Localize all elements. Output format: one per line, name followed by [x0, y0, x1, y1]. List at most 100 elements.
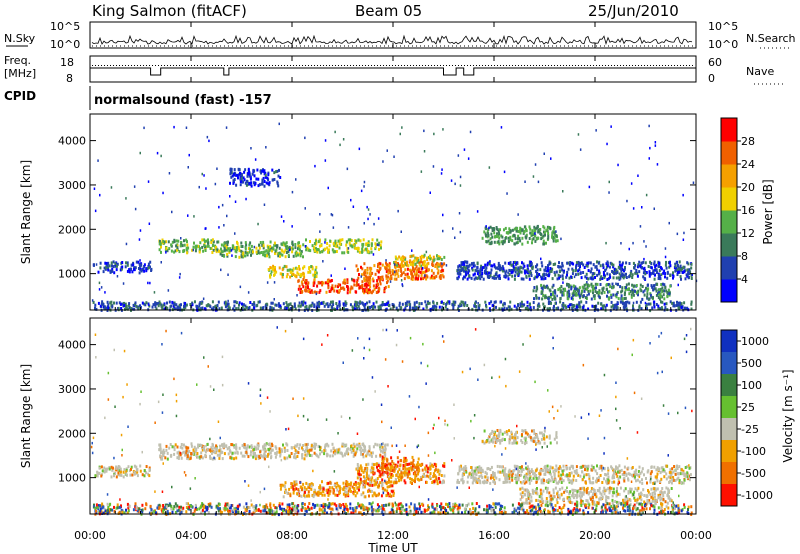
heatmap-cell [165, 246, 168, 250]
heatmap-cell [657, 292, 659, 296]
heatmap-cell [518, 267, 521, 271]
nave-dot [194, 65, 195, 66]
heatmap-cell [507, 240, 510, 243]
heatmap-cell [324, 238, 327, 242]
heatmap-cell [681, 267, 683, 270]
heatmap-cell [133, 268, 135, 272]
heatmap-cell [403, 465, 406, 469]
heatmap-cell [262, 176, 265, 180]
heatmap-cell [270, 449, 273, 452]
nsearch-dot [404, 45, 405, 47]
heatmap-cell [625, 276, 628, 279]
heatmap-cell [216, 453, 219, 457]
heatmap-cell [436, 482, 439, 486]
heatmap-cell [473, 304, 476, 308]
nsearch-dot [576, 45, 577, 47]
heatmap-cell [347, 492, 349, 496]
heatmap-cell [363, 289, 366, 293]
heatmap-cell [572, 284, 575, 288]
heatmap-cell [291, 482, 294, 486]
heatmap-cell [575, 287, 578, 291]
heatmap-cell [327, 248, 330, 252]
heatmap-cell [363, 277, 366, 281]
heatmap-cell [298, 267, 301, 271]
heatmap-cell [483, 271, 486, 275]
nsearch-dot [676, 45, 677, 47]
nave-dot [197, 65, 198, 66]
heatmap-cell [208, 139, 210, 143]
heatmap-cell [405, 458, 408, 462]
heatmap-cell [139, 464, 142, 468]
heatmap-cell [409, 255, 412, 259]
power-colorbar-segment [721, 118, 737, 142]
heatmap-cell [487, 271, 490, 275]
heatmap-cell [649, 146, 651, 150]
nave-dot [275, 65, 276, 66]
heatmap-cell [603, 273, 605, 277]
heatmap-cell [187, 166, 189, 169]
heatmap-cell [172, 304, 175, 308]
heatmap-cell [382, 450, 384, 454]
heatmap-cell [437, 468, 440, 472]
heatmap-cell [632, 301, 635, 305]
heatmap-cell [313, 451, 316, 455]
heatmap-cell [587, 289, 590, 293]
heatmap-cell [368, 445, 371, 449]
heatmap-cell [658, 269, 661, 273]
heatmap-cell [401, 126, 403, 129]
heatmap-cell [173, 445, 176, 449]
heatmap-cell [686, 274, 689, 278]
heatmap-cell [224, 305, 227, 309]
nave-dot [377, 65, 378, 66]
heatmap-cell [599, 283, 602, 286]
heatmap-cell [617, 297, 620, 301]
heatmap-cell [344, 452, 346, 456]
heatmap-cell [353, 283, 356, 287]
heatmap-cell [332, 226, 335, 229]
nave-dot [542, 65, 543, 66]
heatmap-cell [256, 443, 259, 447]
heatmap-cell [429, 472, 432, 475]
heatmap-cell [485, 227, 488, 230]
heatmap-cell [501, 235, 504, 239]
heatmap-cell [131, 263, 134, 267]
nave-dot [644, 65, 645, 66]
heatmap-cell [113, 474, 115, 478]
heatmap-cell [519, 239, 522, 243]
heatmap-cell [658, 290, 661, 293]
heatmap-cell [209, 305, 212, 309]
heatmap-cell [478, 303, 481, 307]
heatmap-cell [590, 297, 593, 301]
heatmap-cell [97, 159, 99, 162]
heatmap-cell [124, 307, 126, 311]
heatmap-cell [125, 304, 128, 308]
heatmap-cell [690, 277, 693, 280]
heatmap-cell [294, 307, 297, 311]
heatmap-cell [283, 264, 286, 268]
heatmap-cell [415, 258, 418, 262]
heatmap-cell [653, 300, 656, 304]
heatmap-cell [520, 266, 523, 270]
heatmap-cell [395, 306, 398, 310]
heatmap-cell [144, 303, 147, 307]
heatmap-cell [235, 456, 238, 460]
heatmap-cell [579, 271, 582, 275]
heatmap-cell [342, 481, 345, 485]
heatmap-cell [332, 287, 335, 291]
heatmap-cell [367, 489, 369, 493]
heatmap-cell [607, 277, 610, 281]
heatmap-cell [148, 466, 151, 470]
heatmap-cell [632, 307, 635, 311]
heatmap-cell [126, 263, 129, 267]
heatmap-cell [364, 302, 367, 306]
nsearch-dot [360, 45, 361, 47]
heatmap-cell [400, 476, 403, 480]
heatmap-cell [386, 471, 389, 475]
heatmap-cell [418, 305, 421, 309]
nave-dot [491, 65, 492, 66]
heatmap-cell [263, 453, 266, 457]
heatmap-cell [587, 283, 589, 287]
nave-dot [185, 65, 186, 66]
heatmap-cell [268, 448, 271, 452]
